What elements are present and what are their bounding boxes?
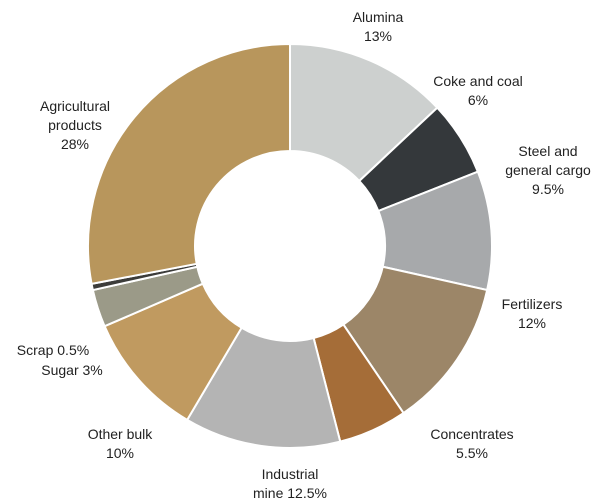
value-label: 6% — [467, 92, 489, 108]
segment-label: Scrap 0.5% — [8, 341, 98, 360]
segment-label: Steel and general cargo 9.5% — [498, 142, 598, 199]
value-label: 12.5% — [287, 485, 327, 501]
segment-label: Agricultural products 28% — [25, 97, 125, 154]
value-label: 12% — [517, 315, 547, 331]
segment-label: Other bulk 10% — [70, 425, 170, 463]
segment-label: Alumina 13% — [333, 8, 423, 46]
category-name: Industrial mine — [253, 466, 319, 501]
value-label: 5.5% — [456, 445, 488, 461]
segment-label: Industrial mine 12.5% — [245, 465, 335, 503]
value-label: 10% — [105, 445, 135, 461]
category-name: Coke and coal — [433, 73, 523, 89]
category-name: Concentrates — [430, 426, 514, 442]
category-name: Agricultural products — [39, 98, 111, 133]
donut-segment — [87, 42, 291, 286]
value-label: 28% — [60, 136, 90, 152]
segment-label: Fertilizers 12% — [482, 295, 582, 333]
segment-label: Sugar 3% — [32, 361, 112, 380]
value-label: 0.5% — [57, 342, 90, 358]
value-label: 13% — [363, 28, 393, 44]
category-name: Sugar — [41, 362, 79, 378]
segment-label: Concentrates 5.5% — [412, 425, 532, 463]
category-name: Scrap — [16, 342, 54, 358]
category-name: Alumina — [352, 9, 404, 25]
value-label: 3% — [82, 362, 103, 378]
value-label: 9.5% — [532, 181, 564, 197]
category-name: Fertilizers — [501, 296, 563, 312]
category-name: Steel and general cargo — [505, 143, 591, 178]
segment-label: Coke and coal 6% — [418, 72, 538, 110]
category-name: Other bulk — [87, 426, 153, 442]
